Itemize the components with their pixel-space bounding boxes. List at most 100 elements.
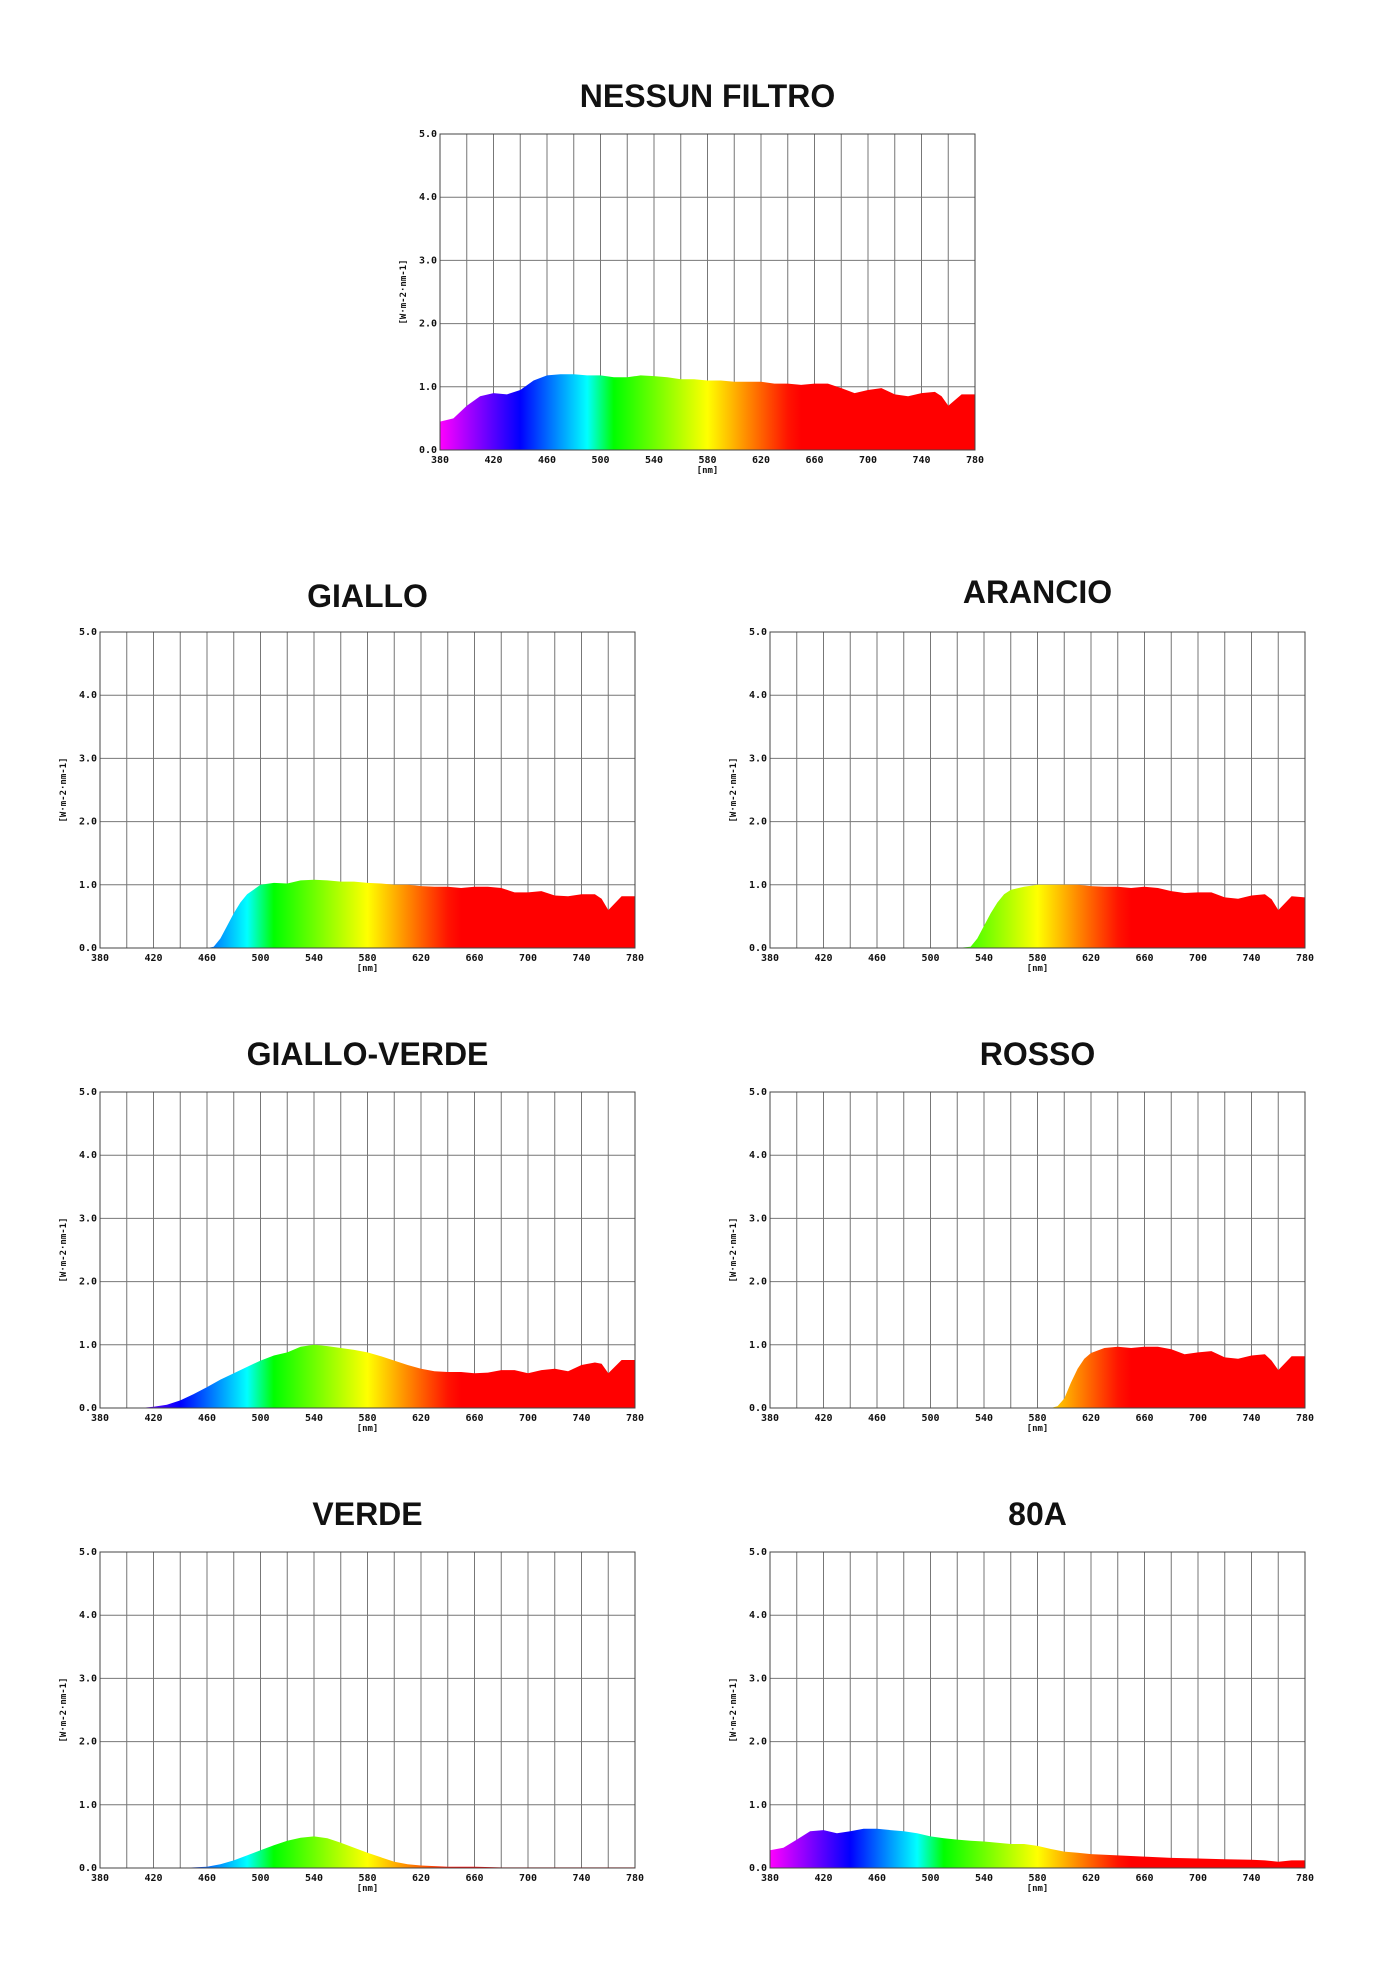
y-tick-label: 2.0 [749, 817, 767, 828]
x-tick-label: 580 [358, 1873, 376, 1884]
x-tick-label: 380 [761, 1873, 779, 1884]
x-tick-label: 460 [868, 953, 886, 964]
chart-title: ARANCIO [962, 574, 1113, 610]
x-tick-label: 700 [519, 1873, 537, 1884]
x-tick-label: 580 [1028, 1873, 1046, 1884]
y-tick-label: 3.0 [419, 255, 437, 266]
x-tick-label: 740 [912, 455, 930, 466]
y-tick-label: 4.0 [749, 1610, 767, 1621]
chart-title: GIALLO [307, 578, 428, 614]
x-tick-label: 580 [1028, 1413, 1046, 1424]
x-tick-label: 420 [814, 1873, 832, 1884]
x-tick-label: 700 [1189, 1413, 1207, 1424]
y-tick-label: 1.0 [419, 382, 437, 393]
x-tick-label: 780 [966, 455, 984, 466]
y-tick-label: 2.0 [749, 1277, 767, 1288]
spectrum-area [770, 1828, 1305, 1868]
x-tick-label: 460 [198, 1413, 216, 1424]
chart-title: VERDE [312, 1496, 423, 1532]
x-tick-label: 660 [1135, 953, 1153, 964]
x-tick-label: 780 [1296, 1873, 1314, 1884]
y-tick-label: 3.0 [749, 1673, 767, 1684]
x-tick-label: 700 [859, 455, 877, 466]
y-tick-label: 3.0 [79, 1213, 97, 1224]
x-tick-label: 740 [1242, 953, 1260, 964]
x-axis-label: [nm] [357, 964, 379, 974]
x-tick-label: 620 [412, 1413, 430, 1424]
spectrum-area [100, 879, 635, 948]
y-tick-label: 5.0 [79, 1087, 97, 1098]
x-tick-label: 500 [251, 1873, 269, 1884]
y-tick-label: 4.0 [79, 1150, 97, 1161]
spectrum-area [100, 1344, 635, 1408]
y-tick-label: 5.0 [79, 1547, 97, 1558]
plot-border [99, 631, 636, 949]
x-tick-label: 620 [1082, 1413, 1100, 1424]
chart-title: NESSUN FILTRO [579, 78, 836, 114]
y-tick-label: 4.0 [419, 192, 437, 203]
y-tick-label: 2.0 [79, 1737, 97, 1748]
y-tick-label: 4.0 [749, 690, 767, 701]
x-tick-label: 660 [1135, 1413, 1153, 1424]
x-tick-label: 460 [538, 455, 556, 466]
x-axis-label: [nm] [1027, 1884, 1049, 1894]
x-tick-label: 620 [1082, 953, 1100, 964]
y-tick-label: 2.0 [419, 319, 437, 330]
x-axis-label: [nm] [697, 466, 719, 476]
y-tick-label: 3.0 [749, 1213, 767, 1224]
x-tick-label: 620 [752, 455, 770, 466]
y-tick-label: 0.0 [749, 1863, 767, 1874]
plot-border [439, 133, 976, 451]
x-tick-label: 620 [412, 1873, 430, 1884]
x-tick-label: 780 [1296, 1413, 1314, 1424]
spectrum-area [770, 1346, 1305, 1408]
x-tick-label: 420 [144, 1873, 162, 1884]
x-tick-label: 500 [591, 455, 609, 466]
x-tick-label: 780 [1296, 953, 1314, 964]
spectrum-chart: 0.0 1.0 2.0 3.0 4.0 5.0 380 420 460 500 540 580 620 6… [59, 1547, 644, 1894]
y-tick-label: 0.0 [419, 445, 437, 456]
y-tick-label: 2.0 [79, 1277, 97, 1288]
chart-title: 80A [1008, 1496, 1067, 1532]
x-tick-label: 420 [144, 953, 162, 964]
x-tick-label: 740 [572, 1413, 590, 1424]
x-tick-label: 620 [412, 953, 430, 964]
x-tick-label: 780 [626, 1413, 644, 1424]
y-tick-label: 5.0 [79, 627, 97, 638]
x-tick-label: 580 [358, 953, 376, 964]
x-tick-label: 780 [626, 1873, 644, 1884]
y-tick-label: 4.0 [79, 690, 97, 701]
x-tick-label: 540 [975, 1873, 993, 1884]
x-tick-label: 380 [761, 1413, 779, 1424]
y-tick-label: 1.0 [749, 1800, 767, 1811]
x-tick-label: 740 [572, 953, 590, 964]
x-tick-label: 580 [698, 455, 716, 466]
y-tick-label: 5.0 [749, 1547, 767, 1558]
y-tick-label: 5.0 [749, 627, 767, 638]
x-tick-label: 540 [645, 455, 663, 466]
y-tick-label: 0.0 [79, 1863, 97, 1874]
x-tick-label: 380 [91, 1873, 109, 1884]
x-tick-label: 580 [358, 1413, 376, 1424]
plot-border [99, 1091, 636, 1409]
y-axis-label: [W·m-2·nm-1] [59, 1677, 69, 1742]
x-tick-label: 540 [305, 1873, 323, 1884]
y-tick-label: 0.0 [749, 1403, 767, 1414]
x-tick-label: 580 [1028, 953, 1046, 964]
x-tick-label: 460 [198, 953, 216, 964]
plot-border [769, 1091, 1306, 1409]
y-tick-label: 2.0 [79, 817, 97, 828]
plot-border [769, 1551, 1306, 1869]
y-axis-label: [W·m-2·nm-1] [729, 1677, 739, 1742]
x-tick-label: 500 [921, 953, 939, 964]
x-tick-label: 740 [572, 1873, 590, 1884]
x-axis-label: [nm] [1027, 964, 1049, 974]
chart-title: ROSSO [979, 1036, 1096, 1072]
spectrum-chart: 0.0 1.0 2.0 3.0 4.0 5.0 380 420 460 500 540 580 620 6… [729, 1547, 1314, 1894]
x-tick-label: 500 [921, 1413, 939, 1424]
y-tick-label: 1.0 [79, 1340, 97, 1351]
x-tick-label: 500 [921, 1873, 939, 1884]
y-tick-label: 4.0 [79, 1610, 97, 1621]
x-tick-label: 740 [1242, 1413, 1260, 1424]
x-axis-label: [nm] [357, 1424, 379, 1434]
